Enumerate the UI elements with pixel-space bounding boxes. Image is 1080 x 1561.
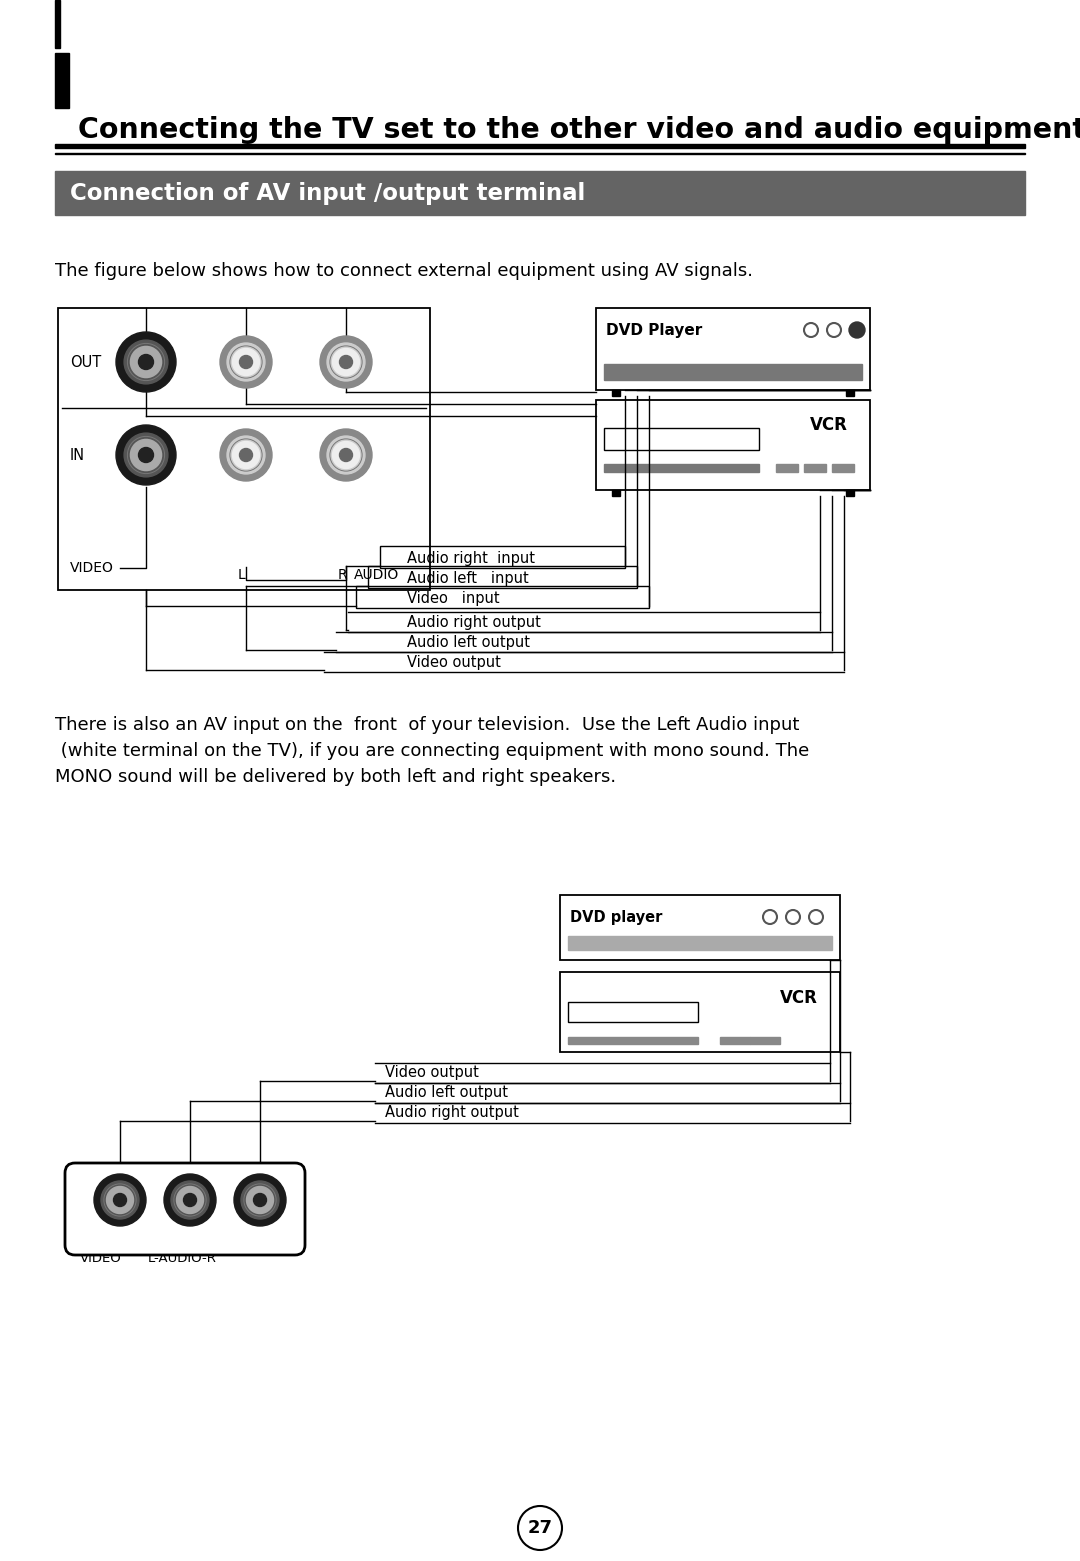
Text: Connecting the TV set to the other video and audio equipment: Connecting the TV set to the other video… <box>78 116 1080 144</box>
Circle shape <box>327 436 365 475</box>
Circle shape <box>220 429 272 481</box>
Circle shape <box>184 1194 197 1207</box>
Circle shape <box>116 332 176 392</box>
Bar <box>568 1037 698 1044</box>
Circle shape <box>227 436 265 475</box>
Circle shape <box>138 354 153 370</box>
Bar <box>368 567 637 588</box>
Circle shape <box>227 343 265 381</box>
Circle shape <box>116 425 176 485</box>
Text: Video   input: Video input <box>407 590 500 606</box>
Circle shape <box>339 448 352 462</box>
Circle shape <box>232 442 259 468</box>
Text: 27: 27 <box>527 1519 553 1538</box>
Bar <box>568 1002 698 1022</box>
Bar <box>720 1037 750 1044</box>
Text: MONO sound will be delivered by both left and right speakers.: MONO sound will be delivered by both lef… <box>55 768 616 787</box>
Circle shape <box>176 1186 203 1213</box>
Bar <box>55 53 69 108</box>
Circle shape <box>320 429 372 481</box>
Text: Connection of AV input /output terminal: Connection of AV input /output terminal <box>70 181 585 204</box>
Circle shape <box>240 356 253 368</box>
Circle shape <box>94 1174 146 1225</box>
Text: Audio right  input: Audio right input <box>407 551 535 565</box>
Circle shape <box>254 1194 267 1207</box>
Circle shape <box>246 1186 273 1213</box>
Text: R: R <box>338 568 348 582</box>
Text: IN: IN <box>70 448 85 462</box>
Bar <box>55 0 60 48</box>
Circle shape <box>131 347 162 378</box>
Circle shape <box>124 432 167 478</box>
Circle shape <box>107 1186 134 1213</box>
Circle shape <box>138 448 153 462</box>
Text: L-AUDIO-R: L-AUDIO-R <box>148 1252 217 1264</box>
Circle shape <box>171 1182 210 1219</box>
Bar <box>846 490 854 496</box>
Text: VCR: VCR <box>780 990 818 1007</box>
Bar <box>846 390 854 396</box>
Bar <box>604 464 759 471</box>
Circle shape <box>113 1194 126 1207</box>
Text: (white terminal on the TV), if you are connecting equipment with mono sound. The: (white terminal on the TV), if you are c… <box>55 741 809 760</box>
Circle shape <box>320 336 372 389</box>
Text: Audio right output: Audio right output <box>384 1105 518 1121</box>
Circle shape <box>333 442 360 468</box>
Bar <box>55 172 1025 215</box>
Circle shape <box>518 1506 562 1550</box>
Text: L: L <box>238 568 246 582</box>
Text: Audio left output: Audio left output <box>407 634 530 649</box>
Text: Audio left   input: Audio left input <box>407 570 529 585</box>
Bar <box>777 464 798 471</box>
Text: DVD Player: DVD Player <box>606 323 702 337</box>
Text: Audio left output: Audio left output <box>384 1085 508 1101</box>
Circle shape <box>124 340 167 384</box>
Bar <box>55 144 1025 148</box>
Circle shape <box>131 439 162 470</box>
Text: VIDEO: VIDEO <box>70 560 113 574</box>
Bar <box>380 546 625 568</box>
Bar <box>832 464 854 471</box>
Bar <box>604 364 862 379</box>
Text: Video output: Video output <box>407 654 501 670</box>
Circle shape <box>241 1182 279 1219</box>
Circle shape <box>333 348 360 376</box>
Circle shape <box>234 1174 286 1225</box>
Circle shape <box>232 348 259 376</box>
Circle shape <box>164 1174 216 1225</box>
Bar <box>612 490 620 496</box>
Circle shape <box>240 448 253 462</box>
Text: The figure below shows how to connect external equipment using AV signals.: The figure below shows how to connect ex… <box>55 262 753 279</box>
Bar <box>58 308 430 590</box>
Bar <box>568 937 832 951</box>
Bar <box>356 585 649 607</box>
Text: Video output: Video output <box>384 1066 478 1080</box>
Bar <box>750 1037 780 1044</box>
Circle shape <box>327 343 365 381</box>
Bar <box>596 308 870 390</box>
Circle shape <box>220 336 272 389</box>
FancyBboxPatch shape <box>65 1163 305 1255</box>
Bar <box>596 400 870 490</box>
Bar <box>561 973 840 1052</box>
Text: OUT: OUT <box>70 354 102 370</box>
Text: There is also an AV input on the  front  of your television.  Use the Left Audio: There is also an AV input on the front o… <box>55 716 799 734</box>
Bar <box>604 428 759 450</box>
Text: DVD player: DVD player <box>570 910 662 924</box>
Text: VCR: VCR <box>810 415 848 434</box>
Bar <box>804 464 826 471</box>
Circle shape <box>102 1182 139 1219</box>
Text: AUDIO: AUDIO <box>354 568 400 582</box>
Text: Audio right output: Audio right output <box>407 615 541 629</box>
Circle shape <box>849 322 865 339</box>
Bar <box>561 894 840 960</box>
Bar <box>612 390 620 396</box>
Text: VIDEO: VIDEO <box>80 1252 122 1264</box>
Circle shape <box>339 356 352 368</box>
